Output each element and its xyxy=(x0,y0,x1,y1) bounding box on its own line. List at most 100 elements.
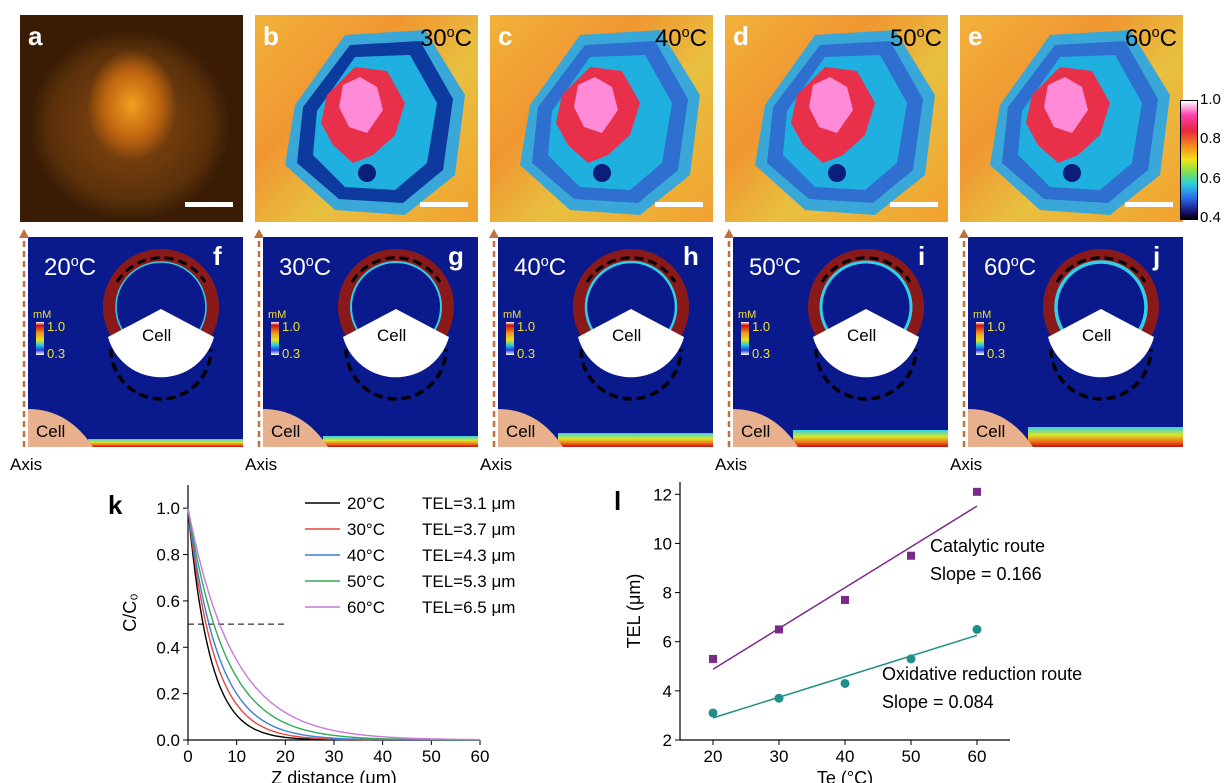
svg-text:0.3: 0.3 xyxy=(752,346,770,361)
x-tick-label: 0 xyxy=(183,747,192,766)
data-point xyxy=(841,595,849,604)
svg-text:Cell: Cell xyxy=(377,326,406,345)
y-tick-label: 0.0 xyxy=(156,731,180,750)
panel-temp-f: 20oC xyxy=(44,254,97,281)
x-axis-label: Z distance (μm) xyxy=(271,768,396,783)
svg-text:Cell: Cell xyxy=(36,422,65,441)
panel-letter-g: g xyxy=(448,241,464,271)
fit-line xyxy=(712,505,978,670)
cell-heatmap-e xyxy=(990,30,1170,215)
svg-text:Cell: Cell xyxy=(271,422,300,441)
x-tick-label: 50 xyxy=(422,747,441,766)
data-point xyxy=(972,624,982,634)
y-tick-label: 0.2 xyxy=(156,685,180,704)
y-tick-label: 2 xyxy=(663,731,672,750)
panel-letter-i: i xyxy=(918,241,926,271)
svg-text:Cell: Cell xyxy=(142,326,171,345)
axis-arrow xyxy=(19,229,29,447)
data-point xyxy=(708,708,718,718)
chart-k: 0 10 20 30 40 50 60 0.0 0.2 0.4 0.6 0.8 1.0 Z distanc… xyxy=(120,485,515,783)
scale-bar xyxy=(655,202,703,207)
svg-text:1.0: 1.0 xyxy=(517,319,535,334)
data-point xyxy=(973,487,981,496)
x-tick-label: 30 xyxy=(770,747,789,766)
svg-text:Cell: Cell xyxy=(847,326,876,345)
svg-text:Cell: Cell xyxy=(612,326,641,345)
series-slope: Slope = 0.084 xyxy=(882,692,994,712)
chart-l: 20 30 40 50 60 2 4 6 8 10 12 Te (°C) TEL (μm) Catalyt… xyxy=(624,482,1082,783)
image-panel-c xyxy=(490,15,713,222)
x-tick-label: 60 xyxy=(471,747,490,766)
y-tick-label: 12 xyxy=(653,485,672,504)
x-tick-label: 60 xyxy=(968,747,987,766)
axis-arrow xyxy=(724,229,734,447)
svg-text:mM: mM xyxy=(738,309,756,321)
panel-letter-h: h xyxy=(683,241,699,271)
data-point xyxy=(840,678,850,688)
svg-text:mM: mM xyxy=(503,309,521,321)
cell-heatmap-d xyxy=(755,30,935,215)
svg-text:1.0: 1.0 xyxy=(752,319,770,334)
colorbar-tick: 0.8 xyxy=(1200,130,1221,148)
scale-bar xyxy=(420,202,468,207)
panel-temp-h: 40oC xyxy=(514,254,567,281)
x-axis-label: Te (°C) xyxy=(817,768,873,783)
series-line xyxy=(187,508,480,741)
data-point xyxy=(775,625,783,634)
axis-arrow xyxy=(959,229,969,447)
x-tick-label: 40 xyxy=(373,747,392,766)
x-tick-label: 30 xyxy=(325,747,344,766)
sim-panel-i: Cell Cell mM 1.0 0.3 xyxy=(733,237,948,447)
x-tick-label: 10 xyxy=(227,747,246,766)
legend-label: TEL=6.5 μm xyxy=(422,598,515,617)
sim-graphic-j: Cell Cell mM1.0 0.3 xyxy=(968,249,1183,447)
series-line xyxy=(187,508,480,741)
colorbar-tick: 0.4 xyxy=(1200,209,1221,226)
axis-label: Axis xyxy=(715,455,748,474)
sim-panel-f: Cell Cell mM 1.0 0.3 xyxy=(28,237,243,447)
svg-text:1.0: 1.0 xyxy=(282,319,300,334)
image-panel-d xyxy=(725,15,948,222)
y-tick-label: 8 xyxy=(663,584,672,603)
sim-panel-h: Cell Cell mM 1.0 0.3 xyxy=(498,237,713,447)
data-point xyxy=(774,693,784,703)
sim-graphic-f: Cell Cell mM1.0 0.3 xyxy=(28,249,243,447)
image-panel-a xyxy=(20,15,243,222)
legend-name: 60°C xyxy=(347,598,385,617)
scale-bar xyxy=(890,202,938,207)
svg-text:0.3: 0.3 xyxy=(517,346,535,361)
legend-label: TEL=3.7 μm xyxy=(422,520,515,539)
svg-text:0.3: 0.3 xyxy=(282,346,300,361)
x-tick-label: 20 xyxy=(704,747,723,766)
svg-text:mM: mM xyxy=(973,309,991,321)
sim-panel-g: Cell Cell mM 1.0 0.3 xyxy=(263,237,478,447)
panel-letter-a: a xyxy=(28,21,43,51)
svg-text:1.0: 1.0 xyxy=(987,319,1005,334)
legend-name: 50°C xyxy=(347,572,385,591)
sim-panel-j: Cell Cell mM 1.0 0.3 xyxy=(968,237,1183,447)
panel-letter-b: b xyxy=(263,21,279,51)
y-tick-label: 4 xyxy=(663,682,672,701)
colorbar-tick: 1.0 xyxy=(1200,91,1221,108)
legend-label: TEL=3.1 μm xyxy=(422,494,515,513)
panel-letter-f: f xyxy=(213,241,222,271)
data-point xyxy=(906,654,916,664)
axis-label: Axis xyxy=(950,455,983,474)
panel-temp-g: 30oC xyxy=(279,254,332,281)
y-tick-label: 0.8 xyxy=(156,546,180,565)
axis-label: Axis xyxy=(245,455,278,474)
panel-temp-b: 30oC xyxy=(419,25,472,52)
data-point xyxy=(709,654,717,663)
y-tick-label: 0.4 xyxy=(156,638,180,657)
colorbar-top xyxy=(1180,100,1198,220)
series-slope: Slope = 0.166 xyxy=(930,564,1042,584)
cell-heatmap-b xyxy=(285,30,465,215)
x-tick-label: 40 xyxy=(836,747,855,766)
panel-temp-j: 60oC xyxy=(984,254,1037,281)
svg-text:Cell: Cell xyxy=(506,422,535,441)
svg-text:0.3: 0.3 xyxy=(987,346,1005,361)
sim-graphic-i: Cell Cell mM1.0 0.3 xyxy=(733,249,948,447)
data-point xyxy=(907,551,915,560)
x-tick-label: 50 xyxy=(902,747,921,766)
panel-letter-e: e xyxy=(968,21,983,51)
